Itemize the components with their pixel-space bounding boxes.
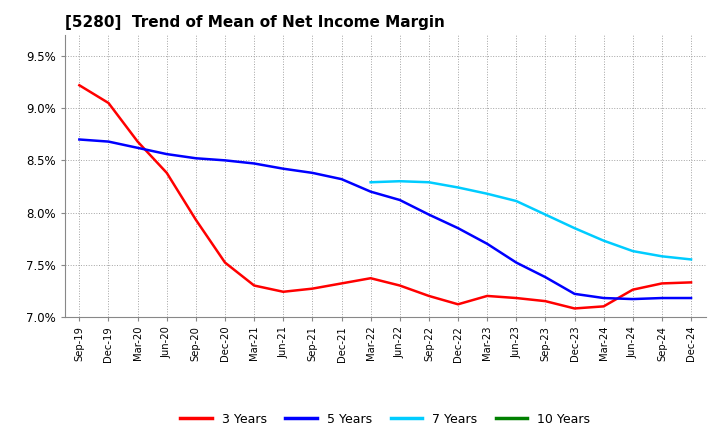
3 Years: [250, 283, 258, 288]
Text: [5280]  Trend of Mean of Net Income Margin: [5280] Trend of Mean of Net Income Margi…: [65, 15, 445, 30]
3 Years: [599, 304, 608, 309]
5 Years: [104, 139, 113, 144]
5 Years: [454, 226, 462, 231]
5 Years: [570, 291, 579, 297]
7 Years: [454, 185, 462, 190]
5 Years: [425, 212, 433, 217]
5 Years: [687, 295, 696, 301]
3 Years: [192, 217, 200, 223]
5 Years: [629, 297, 637, 302]
7 Years: [425, 180, 433, 185]
7 Years: [512, 198, 521, 204]
5 Years: [395, 198, 404, 203]
3 Years: [279, 289, 287, 294]
5 Years: [366, 189, 375, 194]
7 Years: [483, 191, 492, 196]
3 Years: [133, 139, 142, 144]
3 Years: [541, 298, 550, 304]
3 Years: [512, 295, 521, 301]
5 Years: [512, 260, 521, 265]
5 Years: [250, 161, 258, 166]
3 Years: [687, 280, 696, 285]
3 Years: [163, 170, 171, 176]
7 Years: [657, 254, 666, 259]
3 Years: [629, 287, 637, 292]
5 Years: [541, 275, 550, 280]
7 Years: [395, 179, 404, 184]
5 Years: [599, 295, 608, 301]
5 Years: [308, 170, 317, 176]
5 Years: [163, 151, 171, 157]
3 Years: [570, 306, 579, 311]
5 Years: [192, 156, 200, 161]
3 Years: [483, 293, 492, 299]
3 Years: [337, 281, 346, 286]
7 Years: [599, 238, 608, 243]
Legend: 3 Years, 5 Years, 7 Years, 10 Years: 3 Years, 5 Years, 7 Years, 10 Years: [176, 407, 595, 430]
5 Years: [75, 137, 84, 142]
3 Years: [425, 293, 433, 299]
7 Years: [366, 180, 375, 185]
5 Years: [657, 295, 666, 301]
5 Years: [279, 166, 287, 171]
3 Years: [657, 281, 666, 286]
5 Years: [220, 158, 229, 163]
Line: 7 Years: 7 Years: [371, 181, 691, 260]
3 Years: [395, 283, 404, 288]
3 Years: [366, 275, 375, 281]
Line: 3 Years: 3 Years: [79, 85, 691, 308]
7 Years: [629, 249, 637, 254]
7 Years: [687, 257, 696, 262]
3 Years: [220, 260, 229, 265]
Line: 5 Years: 5 Years: [79, 139, 691, 299]
5 Years: [337, 176, 346, 182]
5 Years: [483, 241, 492, 246]
7 Years: [541, 212, 550, 217]
7 Years: [570, 226, 579, 231]
3 Years: [454, 302, 462, 307]
5 Years: [133, 145, 142, 150]
3 Years: [104, 100, 113, 106]
3 Years: [308, 286, 317, 291]
3 Years: [75, 83, 84, 88]
